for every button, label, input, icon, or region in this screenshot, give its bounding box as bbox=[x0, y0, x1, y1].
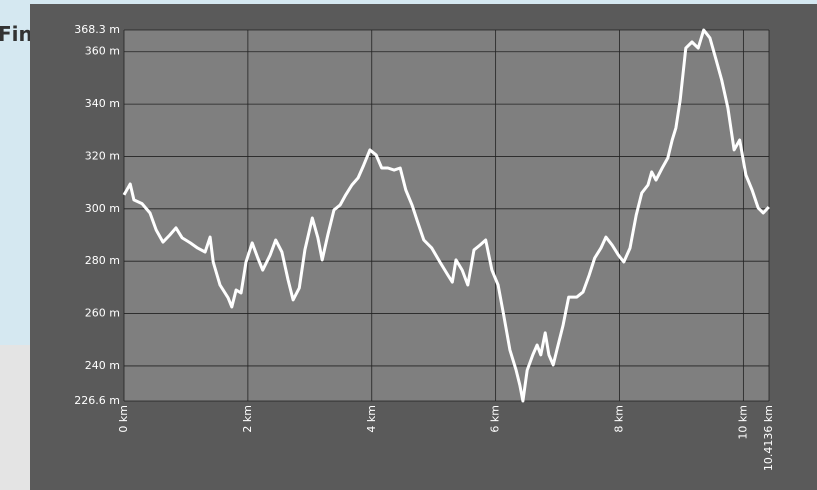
y-tick-label: 226.6 m bbox=[74, 394, 120, 407]
y-tick-label: 300 m bbox=[85, 202, 120, 215]
x-tick-label: 0 km bbox=[117, 405, 130, 433]
y-tick-label: 368.3 m bbox=[74, 23, 120, 36]
plot-area bbox=[124, 30, 769, 401]
x-tick-label: 8 km bbox=[613, 405, 626, 433]
elevation-line bbox=[122, 28, 770, 403]
y-tick-label: 320 m bbox=[85, 149, 120, 162]
x-tick-label: 10.4136 km bbox=[762, 405, 775, 471]
y-tick-label: 280 m bbox=[85, 254, 120, 267]
x-tick-label: 2 km bbox=[241, 405, 254, 433]
x-tick-label: 4 km bbox=[365, 405, 378, 433]
x-tick-label: 10 km bbox=[736, 405, 749, 440]
y-tick-label: 240 m bbox=[85, 359, 120, 372]
y-tick-label: 260 m bbox=[85, 307, 120, 320]
y-tick-label: 340 m bbox=[85, 97, 120, 110]
y-tick-label: 360 m bbox=[85, 45, 120, 58]
x-tick-label: 6 km bbox=[489, 405, 502, 433]
map-label: Fin bbox=[0, 22, 33, 46]
